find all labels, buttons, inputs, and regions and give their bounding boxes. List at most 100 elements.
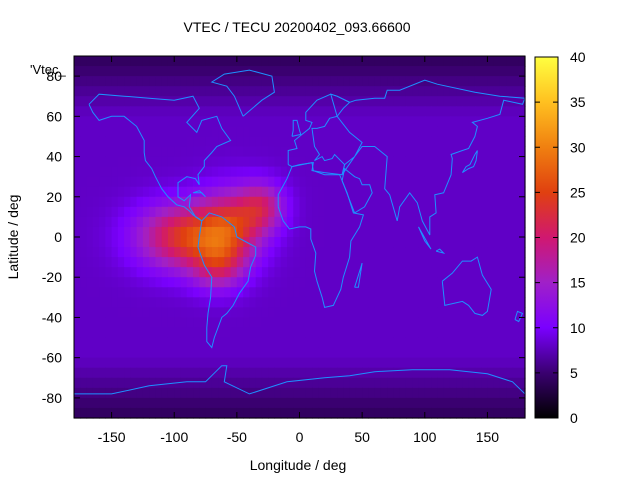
- heatmap-cell: [174, 116, 182, 127]
- heatmap-cell: [211, 166, 219, 178]
- heatmap-cell: [142, 247, 150, 258]
- heatmap-cell: [261, 237, 269, 248]
- heatmap-cell: [261, 66, 269, 77]
- heatmap-cell: [124, 397, 131, 409]
- heatmap-cell: [299, 257, 307, 268]
- heatmap-cell: [437, 106, 445, 117]
- heatmap-cell: [199, 76, 207, 87]
- heatmap-cell: [337, 267, 344, 278]
- heatmap-cell: [161, 337, 169, 349]
- x-axis-label: Longitude / deg: [250, 457, 347, 473]
- heatmap-cell: [374, 247, 382, 258]
- heatmap-cell: [330, 56, 338, 67]
- heatmap-cell: [380, 337, 388, 349]
- heatmap-cell: [286, 106, 294, 117]
- heatmap-cell: [499, 247, 507, 258]
- coastline-segment: [341, 167, 373, 214]
- heatmap-cell: [474, 176, 482, 188]
- heatmap-cell: [255, 377, 263, 389]
- heatmap-cell: [155, 317, 163, 329]
- heatmap-cell: [74, 116, 81, 127]
- heatmap-cell: [174, 267, 182, 278]
- heatmap-cell: [268, 56, 276, 67]
- heatmap-cell: [136, 257, 144, 268]
- heatmap-cell: [499, 56, 507, 67]
- heatmap-cell: [174, 297, 182, 308]
- heatmap-cell: [487, 156, 495, 168]
- heatmap-cell: [387, 377, 395, 389]
- heatmap-cell: [412, 206, 420, 218]
- heatmap-cell: [362, 86, 369, 97]
- heatmap-cell: [468, 146, 476, 158]
- heatmap-cell: [180, 347, 188, 359]
- heatmap-cell: [224, 196, 232, 208]
- heatmap-cell: [130, 347, 138, 359]
- heatmap-cell: [337, 397, 344, 409]
- heatmap-cell: [92, 267, 100, 278]
- heatmap-cell: [499, 216, 507, 228]
- heatmap-cell: [374, 226, 382, 238]
- heatmap-cell: [437, 257, 445, 268]
- heatmap-cell: [499, 307, 507, 319]
- heatmap-cell: [142, 176, 150, 188]
- heatmap-cell: [243, 377, 250, 389]
- heatmap-cell: [468, 226, 476, 238]
- heatmap-cell: [393, 297, 401, 308]
- heatmap-cell: [193, 407, 200, 419]
- heatmap-cell: [493, 347, 501, 359]
- heatmap-cell: [368, 56, 376, 67]
- heatmap-cell: [349, 367, 357, 379]
- heatmap-cell: [462, 327, 470, 339]
- heatmap-cell: [293, 367, 301, 379]
- heatmap-cell: [299, 116, 307, 127]
- heatmap-cell: [218, 136, 225, 148]
- heatmap-cell: [393, 357, 401, 369]
- heatmap-cell: [105, 237, 113, 248]
- heatmap-cell: [518, 56, 526, 67]
- heatmap-cell: [193, 347, 200, 359]
- heatmap-cell: [74, 237, 81, 248]
- heatmap-cell: [86, 66, 94, 77]
- heatmap-cell: [393, 237, 401, 248]
- heatmap-cell: [211, 357, 219, 369]
- heatmap-cell: [380, 196, 388, 208]
- heatmap-cell: [362, 297, 369, 308]
- heatmap-cell: [142, 216, 150, 228]
- heatmap-cell: [387, 86, 395, 97]
- heatmap-cell: [92, 76, 100, 87]
- heatmap-cell: [161, 267, 169, 278]
- heatmap-cell: [261, 56, 269, 67]
- heatmap-cell: [149, 186, 157, 198]
- heatmap-cell: [431, 206, 438, 218]
- heatmap-cell: [506, 277, 514, 288]
- heatmap-cell: [92, 96, 100, 107]
- heatmap-cell: [243, 387, 250, 399]
- heatmap-cell: [74, 126, 81, 138]
- heatmap-cell: [412, 216, 420, 228]
- heatmap-cell: [437, 96, 445, 107]
- heatmap-cell: [468, 116, 476, 127]
- heatmap-cell: [443, 397, 451, 409]
- heatmap-cell: [487, 307, 495, 319]
- heatmap-cell: [199, 96, 207, 107]
- heatmap-cell: [368, 247, 376, 258]
- heatmap-cell: [224, 76, 232, 87]
- heatmap-cell: [362, 247, 369, 258]
- heatmap-cell: [286, 307, 294, 319]
- heatmap-cell: [161, 136, 169, 148]
- heatmap-cell: [205, 146, 213, 158]
- heatmap-cell: [387, 387, 395, 399]
- heatmap-cell: [86, 247, 94, 258]
- heatmap-cell: [437, 357, 445, 369]
- heatmap-cell: [92, 237, 100, 248]
- heatmap-cell: [299, 237, 307, 248]
- heatmap-cell: [180, 367, 188, 379]
- heatmap-cell: [449, 397, 457, 409]
- heatmap-cell: [92, 287, 100, 298]
- heatmap-cell: [205, 96, 213, 107]
- heatmap-cell: [318, 337, 326, 349]
- heatmap-cell: [487, 397, 495, 409]
- heatmap-cell: [374, 66, 382, 77]
- heatmap-cell: [142, 397, 150, 409]
- heatmap-cell: [405, 347, 413, 359]
